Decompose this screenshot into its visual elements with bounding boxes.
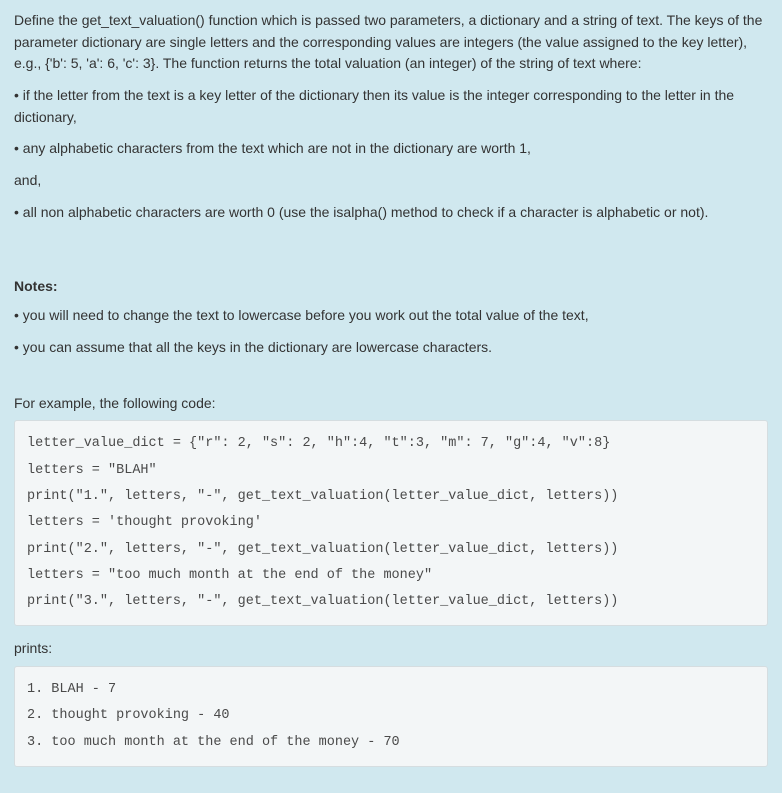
bullet-text: any alphabetic characters from the text … [23,140,531,156]
bullet-item: • if the letter from the text is a key l… [14,85,768,128]
bullet-dot-icon: • [14,87,23,103]
example-label: For example, the following code: [14,393,768,415]
problem-page: Define the get_text_valuation() function… [0,0,782,793]
and-label: and, [14,170,768,192]
note-item: • you will need to change the text to lo… [14,305,768,327]
spacer [14,234,768,252]
note-text: you will need to change the text to lowe… [23,307,589,323]
bullet-item: • all non alphabetic characters are wort… [14,202,768,224]
bullet-text: all non alphabetic characters are worth … [23,204,709,220]
bullet-dot-icon: • [14,140,23,156]
note-text: you can assume that all the keys in the … [23,339,492,355]
spacer [14,369,768,387]
intro-paragraph: Define the get_text_valuation() function… [14,10,768,75]
bullet-text: if the letter from the text is a key let… [14,87,734,125]
code-example-output: 1. BLAH - 7 2. thought provoking - 40 3.… [14,666,768,767]
bullet-dot-icon: • [14,339,23,355]
bullet-dot-icon: • [14,307,23,323]
prints-label: prints: [14,638,768,660]
notes-heading: Notes: [14,276,768,298]
bullet-item: • any alphabetic characters from the tex… [14,138,768,160]
code-example-input: letter_value_dict = {"r": 2, "s": 2, "h"… [14,420,768,626]
note-item: • you can assume that all the keys in th… [14,337,768,359]
bullet-dot-icon: • [14,204,23,220]
